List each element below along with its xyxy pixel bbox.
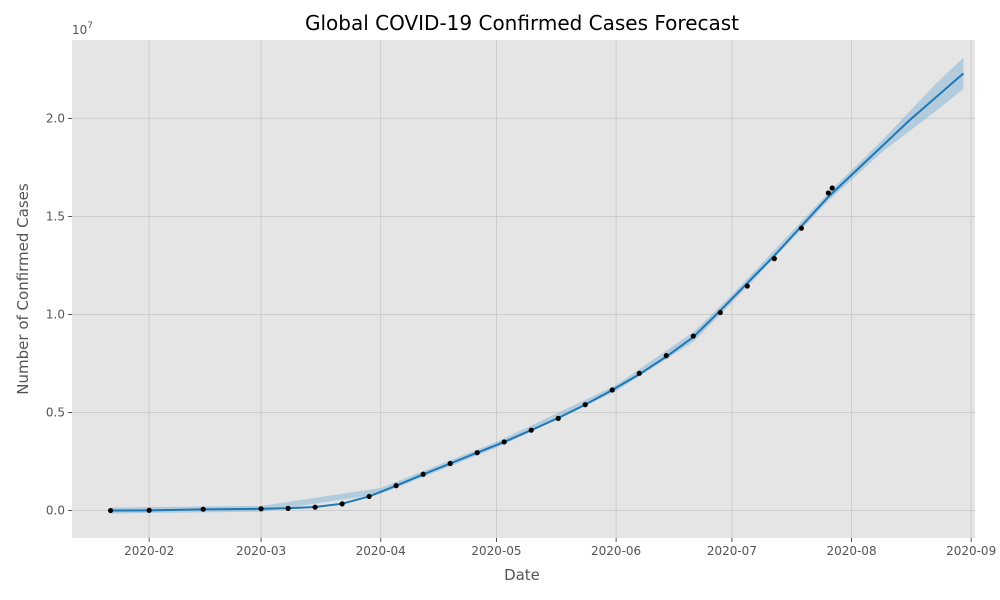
y-tick-label: 1.0 [46,307,65,321]
actual-data-point [582,402,588,408]
x-axis-ticks: 2020-02 2020-03 2020-04 2020-05 2020-06 2020-… [124,538,996,558]
y-tick-label: 2.0 [46,111,65,125]
actual-data-point [501,439,507,445]
actual-data-point [609,387,615,393]
grid [72,40,975,538]
actual-data-point [200,506,206,512]
y-tick-label: 1.5 [46,209,65,223]
actual-data-point [829,185,835,191]
actual-data-point [528,427,534,433]
actual-data-point [798,225,804,231]
x-tick-label: 2020-08 [826,544,876,558]
actual-data-point [258,506,264,512]
x-tick-label: 2020-04 [356,544,406,558]
actual-data-point [690,333,696,339]
actual-data-point [717,309,723,316]
actual-data-point [474,450,480,456]
actual-data-point [771,256,777,262]
actual-data-point [285,505,291,511]
x-tick-label: 2020-09 [946,544,996,558]
y-tick-label: 0.0 [46,504,65,518]
actual-data-point [663,353,669,359]
chart-title: Global COVID-19 Confirmed Cases Forecast [305,11,739,35]
x-tick-label: 2020-02 [124,544,174,558]
actual-data-point [107,507,114,514]
actual-data-point [555,415,561,422]
x-tick-label: 2020-05 [471,544,521,558]
x-tick-label: 2020-06 [591,544,641,558]
plot-area [72,40,975,538]
actual-data-point [636,370,642,376]
actual-data-point [825,190,831,196]
actual-data-point [339,501,345,507]
actual-data-point [447,460,453,467]
y-tick-label: 0.5 [46,406,65,420]
y-offset-label: 107 [72,21,93,37]
y-axis-ticks: 0.0 0.5 1.0 1.5 2.0 [46,111,72,518]
actual-data-point [146,507,152,513]
actual-data-point [312,504,318,510]
x-tick-label: 2020-03 [236,544,286,558]
forecast-line [110,72,965,512]
y-axis-label: Number of Confirmed Cases [14,183,32,395]
actual-data-point [366,493,372,500]
actual-data-point [420,471,426,477]
forecast-line-layer [110,72,965,512]
x-axis-label: Date [504,566,540,584]
x-tick-label: 2020-07 [707,544,757,558]
actual-data-point [744,283,750,289]
actual-points-layer [107,185,835,514]
actual-data-point [393,483,399,489]
